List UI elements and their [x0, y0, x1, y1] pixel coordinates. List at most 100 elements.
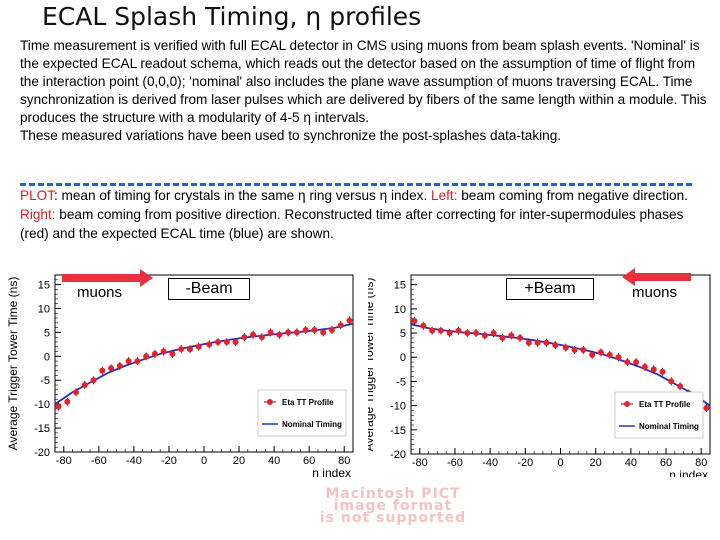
right-profile-point: [473, 330, 480, 337]
right-x-tick-label: -40: [482, 457, 498, 469]
plot-caption-part-1: : mean of timing for crystals in the sam…: [54, 188, 432, 203]
right-profile-point: [490, 330, 497, 337]
right-y-tick-label: 5: [400, 328, 406, 340]
right-y-tick-label: -20: [390, 449, 406, 461]
slide-title: ECAL Splash Timing, η profiles: [42, 2, 422, 31]
right-x-tick-label: 40: [625, 457, 637, 469]
right-profile-point: [411, 317, 418, 324]
right-profile-point: [464, 330, 471, 337]
right-legend-box: [614, 391, 704, 439]
left-y-axis-label: Average Trigger Tower Time (ns): [8, 277, 20, 451]
right-x-tick-label: 0: [557, 457, 563, 469]
left-profile-point: [250, 331, 257, 338]
right-profile-point: [543, 339, 550, 346]
right-muons-label: muons: [632, 284, 678, 301]
right-profile-point: [641, 363, 648, 370]
left-profile-point: [337, 322, 344, 329]
left-chart: 15 10 5 0 -5 -10 -15 -20 -80 -60 -40 -20 0 20 40 60 80 Av…: [6, 274, 354, 480]
left-profile-point: [276, 331, 283, 338]
left-x-tick-label: 0: [201, 455, 207, 467]
plot-caption-part-2: beam coming from negative direction.: [457, 188, 688, 203]
left-profile-point: [169, 350, 176, 357]
left-x-tick-label: 40: [268, 455, 280, 467]
left-profile-point: [215, 338, 222, 345]
right-x-tick-label: -60: [447, 457, 463, 469]
right-x-tick-label: -20: [517, 457, 533, 469]
right-profile-point: [580, 346, 587, 353]
right-legend-nominal-label: Nominal Timing: [639, 422, 699, 431]
plot-caption-label: PLOT: [20, 188, 54, 203]
left-profile-point: [232, 338, 239, 345]
left-x-tick-label: -20: [161, 455, 177, 467]
left-profile-point: [328, 327, 335, 334]
right-chart: 15 10 5 0 -5 -10 -15 -20 -80 -60 -40 -20 0 20 40 60 80 Av…: [362, 274, 711, 482]
left-plot-panel: 15 10 5 0 -5 -10 -15 -20 -80 -60 -40 -20 0 20 40 60 80 Av…: [6, 262, 363, 480]
plot-caption-left-label: Left:: [431, 188, 458, 203]
left-profile-point: [186, 346, 193, 353]
right-profile-point: [624, 359, 631, 366]
right-x-tick-label: 60: [660, 457, 672, 469]
right-profile-point: [606, 351, 613, 358]
left-profile-point: [302, 327, 309, 334]
left-x-tick-label: 60: [303, 455, 315, 467]
left-profile-point: [320, 329, 327, 336]
right-x-axis-label: η index: [669, 468, 708, 477]
left-profile-point: [241, 334, 248, 341]
right-profile-point: [552, 342, 559, 349]
right-profile-point: [455, 327, 462, 334]
right-profile-point: [481, 332, 488, 339]
left-profile-point: [64, 398, 71, 405]
left-profile-point: [160, 348, 167, 355]
right-profile-point: [437, 327, 444, 334]
right-profile-point: [517, 334, 524, 341]
left-x-tick-label: -40: [126, 455, 142, 467]
right-profile-point: [615, 354, 622, 361]
pict-line-3: is not supported: [319, 510, 467, 526]
right-plot-panel: 15 10 5 0 -5 -10 -15 -20 -80 -60 -40 -20 0 20 40 60 80 Av…: [362, 262, 718, 482]
left-profile-point: [108, 365, 115, 372]
right-profile-point: [525, 339, 532, 346]
description-text: Time measurement is verified with full E…: [20, 37, 710, 145]
left-profile-point: [116, 362, 123, 369]
right-profile-point: [429, 327, 436, 334]
left-profile-point: [285, 329, 292, 336]
unsupported-image-placeholder: Macintosh PICT image format is not suppo…: [258, 486, 528, 526]
left-legend-profile-label: Eta TT Profile: [282, 398, 334, 407]
left-legend-nominal-label: Nominal Timing: [282, 420, 342, 429]
left-profile-point: [81, 382, 88, 389]
right-profile-point: [633, 359, 640, 366]
right-profile-point: [446, 330, 453, 337]
right-y-axis-label: Average Trigger Tower Time (ns): [368, 278, 376, 452]
left-profile-point: [55, 403, 62, 410]
right-y-tick-label: -10: [390, 401, 406, 413]
left-profile-point: [143, 353, 150, 360]
right-y-tick-label: 10: [394, 304, 406, 316]
left-y-tick-label: 15: [38, 280, 50, 292]
right-profile-point: [589, 351, 596, 358]
left-profile-point: [73, 389, 80, 396]
left-profile-point: [134, 358, 141, 365]
right-profile-point: [420, 322, 427, 329]
left-x-axis-label: η index: [312, 466, 351, 477]
plot-caption-right-label: Right:: [20, 207, 56, 222]
pict-line-1: Macintosh PICT: [325, 486, 461, 502]
left-beam-label: -Beam: [168, 278, 250, 300]
right-x-tick-label: 80: [695, 457, 707, 469]
right-profile-point: [668, 378, 675, 385]
left-profile-point: [125, 358, 132, 365]
left-y-tick-label: 10: [38, 303, 50, 315]
right-legend-profile-label: Eta TT Profile: [639, 400, 691, 409]
left-y-tick-label: -20: [34, 447, 50, 459]
right-profile-point: [703, 405, 710, 412]
description-paragraph-1: Time measurement is verified with full E…: [20, 38, 707, 125]
left-y-tick-label: -15: [34, 423, 50, 435]
right-profile-point: [508, 332, 515, 339]
right-legend-profile-marker: [624, 401, 630, 407]
right-y-tick-label: 0: [400, 352, 406, 364]
left-legend-box: [257, 389, 347, 437]
left-muons-arrow: [62, 269, 153, 287]
left-profile-point: [195, 343, 202, 350]
plot-caption: PLOT: mean of timing for crystals in the…: [20, 186, 715, 243]
left-profile-point: [178, 346, 185, 353]
right-y-tick-label: -15: [390, 425, 406, 437]
